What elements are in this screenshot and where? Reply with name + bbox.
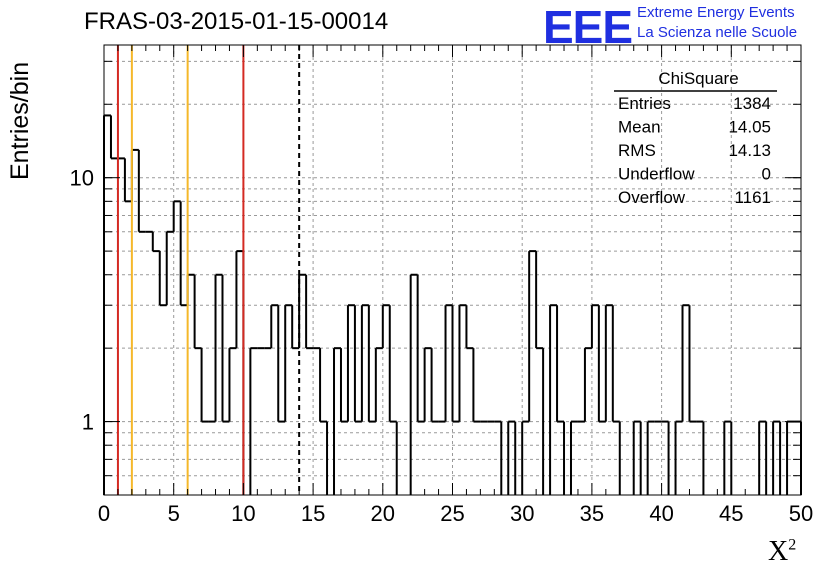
x-tick-label: 40: [649, 501, 673, 526]
stats-title: ChiSquare: [658, 69, 738, 88]
eee-logo: EEE: [543, 1, 633, 53]
x-tick-label: 30: [510, 501, 534, 526]
stats-row-label: Overflow: [618, 188, 686, 207]
stats-row-label: Underflow: [618, 165, 695, 184]
marker-lines: [116, 45, 301, 495]
x-tick-label: 0: [98, 501, 110, 526]
grid: [104, 45, 801, 495]
stats-row-label: Entries: [618, 94, 671, 113]
logo-text-line2: La Scienza nelle Scuole: [637, 24, 798, 41]
stats-row-label: Mean: [618, 118, 661, 137]
x-tick-label: 25: [440, 501, 464, 526]
chart-title: FRAS-03-2015-01-15-00014: [84, 8, 389, 35]
axis-ticks: 0 5 10 15 20 25 30 35 40 45 50 1 10: [70, 45, 813, 526]
x-axis-label: X2: [768, 536, 797, 567]
stats-row-value: 1384: [733, 94, 771, 113]
x-tick-label: 50: [789, 501, 813, 526]
histogram-bars: [103, 114, 802, 495]
stats-row-value: 14.13: [728, 141, 771, 160]
x-tick-label: 35: [580, 501, 604, 526]
stats-box: ChiSquare Entries 1384 Mean 14.05 RMS 14.13 Un…: [614, 69, 777, 207]
y-tick-label: 1: [82, 410, 94, 435]
x-tick-label: 20: [371, 501, 395, 526]
logo-text-line1: Extreme Energy Events: [637, 4, 795, 21]
x-tick-label: 15: [301, 501, 325, 526]
y-tick-label: 10: [70, 166, 94, 191]
stats-row-value: 14.05: [728, 118, 771, 137]
x-tick-label: 5: [168, 501, 180, 526]
x-tick-label: 10: [231, 501, 255, 526]
stats-row-value: 1161: [734, 188, 771, 207]
stats-row-value: 0: [762, 165, 771, 184]
stats-row-label: RMS: [618, 141, 656, 160]
x-tick-label: 45: [719, 501, 743, 526]
